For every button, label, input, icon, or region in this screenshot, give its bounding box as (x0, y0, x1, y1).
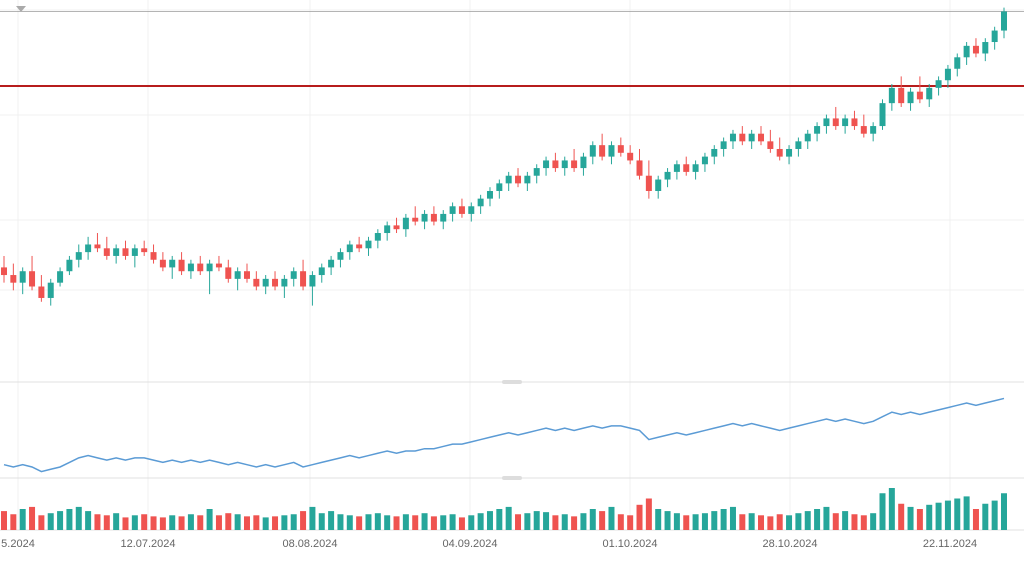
x-axis-label: 22.11.2024 (923, 538, 977, 550)
indicator-line (4, 398, 1004, 471)
x-axis-label: 04.09.2024 (442, 538, 497, 550)
x-axis-label: 28.10.2024 (762, 538, 817, 550)
x-axis-label: 5.2024 (1, 538, 35, 550)
chart-svg: 5.2024 12.07.2024 08.08.2024 04.09.2024 01.1… (0, 0, 1024, 576)
x-axis-label: 01.10.2024 (602, 538, 657, 550)
x-axis-label: 12.07.2024 (120, 538, 175, 550)
x-axis-label: 08.08.2024 (282, 538, 337, 550)
chart-container[interactable]: 5.2024 12.07.2024 08.08.2024 04.09.2024 01.1… (0, 0, 1024, 576)
